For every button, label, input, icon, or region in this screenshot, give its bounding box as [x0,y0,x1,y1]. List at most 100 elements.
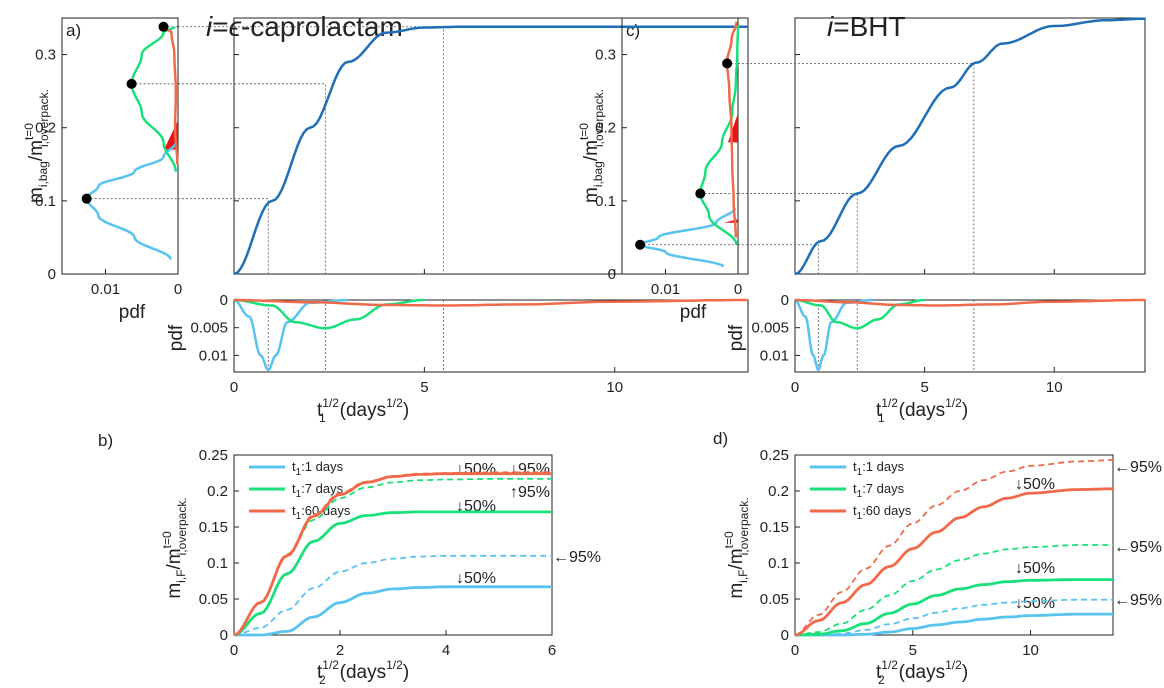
a-side-axes-frame [61,17,179,275]
annotation-b-red-95: ↓95% [510,461,550,478]
title-right: i=BHT [827,11,906,42]
a-pdf-tick-label: 0.01 [199,347,228,364]
a-side-dot-1 [126,78,137,89]
annotation-b-blue-50: ↓50% [456,570,496,587]
c-bottom-pdf-red [794,298,1145,307]
annotation-d-blue-95: ←95% [1114,592,1162,609]
c-ytick-label: 0.1 [595,193,616,210]
a-side-pdf-red [160,26,179,165]
annotation-d-green-50: ↓50% [1015,560,1055,577]
annotation-b-blue-95: ←95% [553,549,601,566]
legend-label-t1-1: t1:1 days [853,459,905,478]
ylabel-d: mi,F/mt=0i,overpack. [722,497,751,598]
annotation-d-blue-50: ↓50% [1015,595,1055,612]
c-mass-curve [794,17,1146,276]
c-ytick-label: 0 [608,266,616,283]
b-series-t1_60-dashed [233,471,552,636]
c-bottom-axes-frame [794,299,1146,373]
legend-label-t1-7: t1:7 days [292,481,344,500]
a-side-xtick-label: 0 [174,281,182,298]
svg-text:mi,F/mt=0i,overpack.: mi,F/mt=0i,overpack. [722,497,751,598]
a-guide-0 [178,198,269,274]
c-side-xtick-label: 0 [734,281,742,298]
legend-label-t1-60: t1:60 days [853,503,912,522]
annotation-d-green-95: ←95% [1114,539,1162,556]
panel-label-d: d) [713,429,728,448]
xlabel-t2-d: t1/2 2 (days1/2) [876,658,968,687]
b-ytick-label: 0.1 [207,555,228,572]
a-t1-tick-label: 5 [420,379,428,396]
svg-text:mi,bag/mt=0i,overpack.: mi,bag/mt=0i,overpack. [22,89,51,203]
a-guide-2 [178,26,444,274]
xlabel-t2-b: t1/2 2 (days1/2) [317,658,409,687]
panel-label-a: a) [66,21,81,40]
d-series-t1_60-dashed [794,459,1114,636]
a-main-axes-frame [233,17,749,275]
d-series-t1_7-dashed [794,544,1113,636]
a-mass-curve [233,25,748,276]
b-xtick-label: 6 [548,642,556,659]
b-xtick-label: 2 [336,642,344,659]
a-pdf-tick-label: 0.005 [190,320,228,337]
c-ytick-label: 0.3 [595,47,616,64]
c-t1-tick-label: 0 [791,379,799,396]
b-xtick-label: 0 [230,642,238,659]
c-side-dot-2 [722,58,733,69]
panel-label-b: b) [98,431,113,450]
b-series-t1_7-solid [233,510,552,637]
side-pdf-label-a: pdf [119,302,146,323]
ylabel-b: mi,F/mt=0i,overpack. [160,497,189,598]
c-t1-tick-label: 10 [1046,379,1063,396]
a-side-dot-2 [158,21,169,32]
c-side-pdf-red [725,21,738,238]
annotation-d-red-50: ↓50% [1015,476,1055,493]
c-main-axes-frame [794,17,1146,275]
d-xtick-label: 5 [909,642,917,659]
panel-label-c: c) [626,21,640,40]
c-side-dot-1 [695,188,706,199]
svg-text:mi,bag/mt=0i,overpack.: mi,bag/mt=0i,overpack. [577,89,606,203]
b-ytick-label: 0.05 [199,591,228,608]
a-ytick-label: 0.1 [35,193,56,210]
legend-b: t1:1 days t1:7 days t1:60 days [249,459,351,522]
a-bottom-axes-frame [233,299,749,373]
a-side-pdf-blue [85,142,178,260]
b-series-t1_1-solid [234,585,552,637]
d-ytick-label: 0.1 [768,555,789,572]
side-pdf-label-c: pdf [680,302,707,323]
c-side-xtick-label: 0.01 [651,281,680,298]
ylabel-a: mi,bag/mt=0i,overpack. [22,89,51,203]
b-axes-frame [233,454,553,636]
c-guide-0 [738,244,819,274]
c-guide-1 [738,193,858,274]
d-ytick-label: 0 [781,627,789,644]
a-ytick-label: 0 [48,266,56,283]
d-xtick-label: 10 [1022,642,1039,659]
d-series-t1_60-solid [794,487,1114,637]
b-ytick-label: 0 [220,627,228,644]
b-ytick-label: 0.15 [199,519,228,536]
xlabel-t1-c: t1/2 1 (days1/2) [876,396,968,425]
a-side-dot-0 [81,193,92,204]
b-series-t1_1-dashed [233,554,552,636]
b-ytick-label: 0.2 [207,483,228,500]
legend-label-t1-7: t1:7 days [853,481,905,500]
a-side-xtick-label: 0.01 [91,281,120,298]
plot-marks: 00.10.20.30.01 00 5 1000.0050.0100.10.20.30… [35,17,1146,659]
c-side-axes-frame [621,17,739,275]
d-xtick-label: 0 [791,642,799,659]
a-bottom-pdf-blue [233,298,349,372]
annotation-d-red-95: ←95% [1114,459,1162,476]
d-series-t1_7-solid [795,578,1113,637]
d-series-t1_1-solid [795,612,1113,637]
annotation-b-red-50: ↓50% [456,461,496,478]
d-series-t1_1-dashed [795,598,1113,636]
ylabel-c: mi,bag/mt=0i,overpack. [577,89,606,203]
b-xtick-label: 4 [442,642,450,659]
legend-d: t1:1 days t1:7 days t1:60 days [810,459,912,522]
c-side-pdf-blue [638,207,737,268]
annotation-b-green-95: ↑95% [510,484,550,501]
c-ytick-label: 0.2 [595,120,616,137]
c-guide-2 [738,62,975,274]
